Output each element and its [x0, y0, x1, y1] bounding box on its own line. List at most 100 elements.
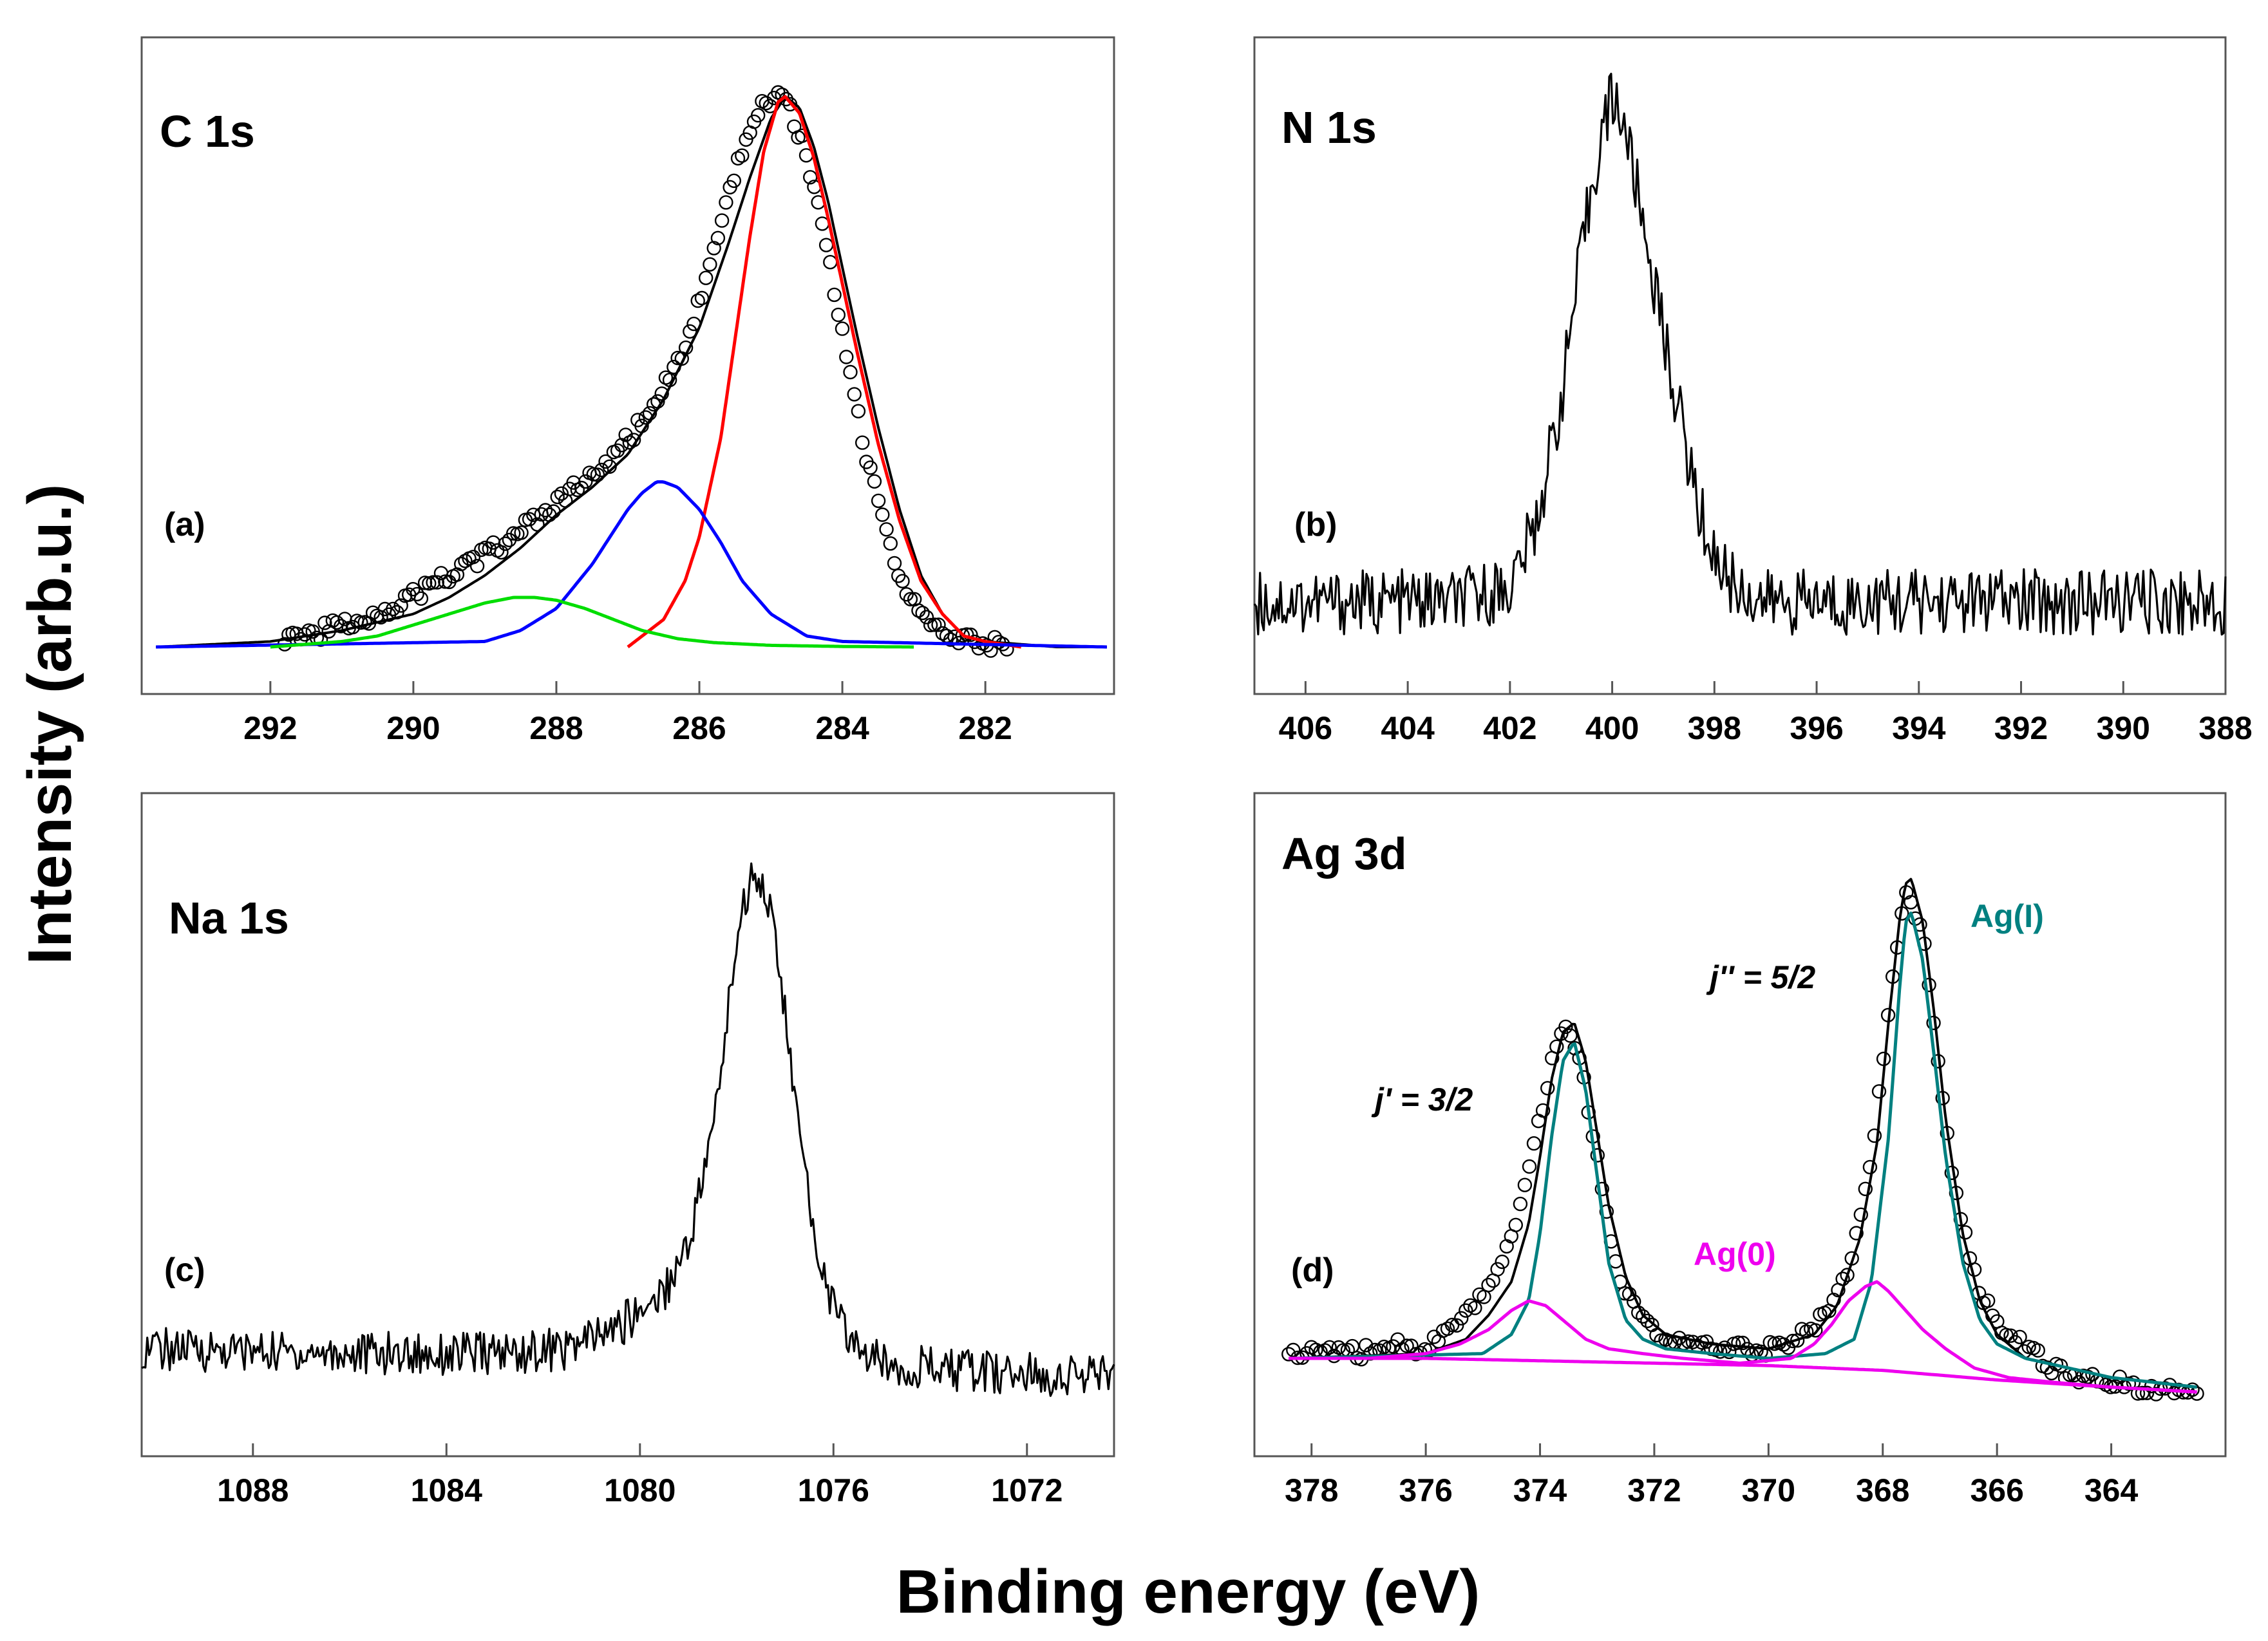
panel-ag3d-raw-0-point-54	[1526, 1136, 1542, 1151]
panel-c1s-raw-0-point-108	[710, 230, 726, 245]
panel-na1s: 1088 1084 1080 1076 1072 Na 1s (c)	[140, 792, 1115, 1508]
panel-na1s-x-tick-label-1: 1084	[411, 1472, 482, 1508]
panel-n1s-raw-0	[1253, 73, 2227, 636]
panel-ag3d-raw-0-point-51	[1513, 1196, 1528, 1212]
panel-c1s-raw-0-point-19	[354, 615, 368, 630]
panel-n1s-x-tick-label-1: 404	[1381, 710, 1435, 746]
panel-ag3d-raw-0-point-47	[1495, 1254, 1509, 1270]
panel-c1s: 292 290 288 286 284 282 C 1s (a)	[140, 36, 1115, 746]
panel-c1s-raw-0-point-103	[690, 293, 705, 308]
panel-c1s-raw-0-point-137	[827, 287, 842, 303]
panel-c1s-title: C 1s	[160, 106, 255, 156]
panel-c1s-raw-0-point-109	[714, 213, 730, 228]
panel-ag3d-raw-0-point-165	[2030, 1343, 2046, 1358]
panel-na1s-x-tick-label-4: 1072	[991, 1472, 1063, 1508]
panel-c1s-raw-0-point-68	[550, 489, 565, 505]
panel-ag3d-raw-0-point-37	[1449, 1318, 1464, 1333]
panel-c1s-raw-0-point-160	[919, 610, 934, 624]
panel-n1s-x-tick-label-4: 398	[1688, 710, 1741, 746]
panel-c1s-raw-0-point-75	[578, 474, 593, 489]
panel-ag3d-x-tick-label-0: 378	[1285, 1472, 1338, 1508]
panel-ag3d-raw-0-point-1	[1286, 1342, 1301, 1358]
panel-ag3d-raw-0-point-111	[1785, 1333, 1800, 1349]
panel-c1s-raw-0-point-54	[494, 545, 509, 560]
panel-c1s-raw-0-point-29	[393, 598, 408, 613]
panel-c1s-raw-0-point-148	[871, 493, 886, 509]
panel-c1s-raw-0-point-151	[883, 536, 898, 551]
panel-c1s-x-tick-label-1: 290	[386, 710, 440, 746]
panel-ag3d: 378 376 374 372 370 368 366 364 Ag 3d (d) Ag(I)…	[1253, 792, 2227, 1508]
panel-c1s-component-4	[270, 595, 914, 649]
panel-c1s-x-tick-label-3: 286	[672, 710, 726, 746]
panel-ag3d-raw-0-point-9	[1322, 1340, 1337, 1355]
panel-ag3d-raw-0-point-78	[1636, 1309, 1650, 1324]
panel-ag3d-raw-0-point-53	[1522, 1159, 1537, 1174]
panel-c1s-raw-0-point-147	[867, 474, 882, 489]
panel-ag3d-x-tick-label-6: 366	[1970, 1472, 2023, 1508]
panel-c1s-raw-0-point-24	[373, 610, 388, 624]
panel-na1s-frame	[140, 792, 1115, 1458]
panel-c1s-raw-0-point-152	[887, 556, 902, 571]
panel-c1s-raw-0-point-115	[739, 132, 753, 147]
panel-ag3d-raw-0-point-190	[2144, 1378, 2159, 1394]
panel-c1s-frame	[140, 36, 1115, 695]
panel-c1s-raw-0-point-105	[698, 270, 713, 285]
panel-c1s-raw-0-point-80	[598, 454, 613, 469]
panel-c1s-raw-0-point-155	[899, 587, 914, 602]
panel-ag3d-raw-0-point-62	[1563, 1028, 1578, 1043]
panel-c1s-x-tick-label-4: 284	[815, 710, 869, 746]
panel-c1s-raw-0-point-85	[618, 427, 633, 442]
panel-ag3d-raw-0-point-56	[1535, 1103, 1551, 1118]
annotation-j-5-2: j'' = 5/2	[1706, 959, 1815, 995]
panel-ag3d-raw-0-point-61	[1558, 1019, 1573, 1035]
panel-ag3d-plot: 378 376 374 372 370 368 366 364	[1281, 877, 2204, 1508]
panel-c1s-raw-0-point-113	[730, 151, 746, 166]
panel-c1s-raw-0-point-131	[802, 170, 818, 185]
panel-c1s-raw-0-point-161	[923, 617, 938, 633]
panel-c1s-raw-0-point-141	[843, 364, 858, 380]
panel-c1s-raw-0-point-65	[538, 503, 553, 518]
panel-ag3d-raw-0-point-26	[1399, 1338, 1414, 1353]
panel-ag3d-raw-0-point-52	[1517, 1177, 1533, 1192]
panel-ag3d-raw-0-point-39	[1459, 1303, 1473, 1318]
panel-ag3d-raw-0-point-57	[1540, 1081, 1555, 1096]
panel-c1s-raw-0-point-10	[317, 615, 332, 630]
panel-ag3d-raw-0-point-35	[1440, 1321, 1455, 1336]
panel-n1s-x-tick-label-9: 388	[2198, 710, 2252, 746]
panel-n1s-x-tick-label-6: 394	[1892, 710, 1946, 746]
panel-n1s-title: N 1s	[1281, 102, 1377, 153]
panel-ag3d-component-2	[1289, 911, 2197, 1389]
panel-c1s-raw-0-point-32	[406, 582, 421, 597]
panel-ag3d-title: Ag 3d	[1281, 829, 1406, 879]
panel-c1s-raw-0-point-150	[879, 522, 894, 537]
panel-na1s-title: Na 1s	[169, 893, 289, 943]
panel-c1s-label: (a)	[164, 506, 205, 543]
panel-c1s-raw-0-point-106	[703, 257, 717, 272]
panel-c1s-raw-0-point-47	[466, 550, 481, 565]
panel-c1s-raw-0-point-114	[735, 148, 750, 163]
panel-c1s-raw-0-point-146	[863, 460, 878, 475]
panel-n1s-plot: 406 404 402 400 398 396 394 392 390 388	[1253, 73, 2253, 746]
panel-c1s-raw-0-point-62	[526, 507, 541, 522]
panel-na1s-x-tick-label-0: 1088	[217, 1472, 288, 1508]
panel-na1s-x-tick-label-2: 1080	[604, 1472, 676, 1508]
panel-ag3d-raw-0-point-50	[1508, 1217, 1524, 1233]
panel-ag3d-raw-0-point-116	[1808, 1323, 1823, 1338]
panel-ag3d-raw-0-point-129	[1867, 1128, 1882, 1143]
panel-ag3d-background-4	[1289, 1356, 2197, 1394]
panel-c1s-raw-0-point-37	[426, 575, 440, 590]
panel-c1s-raw-0-point-55	[498, 536, 513, 551]
panel-ag3d-raw-0-point-27	[1404, 1338, 1419, 1353]
panel-n1s-x-tick-label-5: 396	[1790, 710, 1843, 746]
panel-ag3d-raw-0-point-199	[2185, 1382, 2200, 1397]
panel-c1s-raw-0-point-69	[554, 486, 569, 501]
panel-n1s-x-tick-label-8: 390	[2097, 710, 2150, 746]
panel-ag3d-label: (d)	[1291, 1252, 1334, 1289]
panel-na1s-plot: 1088 1084 1080 1076 1072	[141, 862, 1115, 1508]
panel-ag3d-raw-0-point-0	[1281, 1347, 1296, 1362]
panel-c1s-x-tick-label-5: 282	[958, 710, 1012, 746]
panel-c1s-raw-0-point-79	[594, 462, 609, 478]
panel-ag3d-raw-0-point-41	[1468, 1300, 1482, 1315]
panel-n1s-label: (b)	[1294, 506, 1337, 543]
panel-ag3d-raw-0-point-161	[2012, 1329, 2027, 1345]
